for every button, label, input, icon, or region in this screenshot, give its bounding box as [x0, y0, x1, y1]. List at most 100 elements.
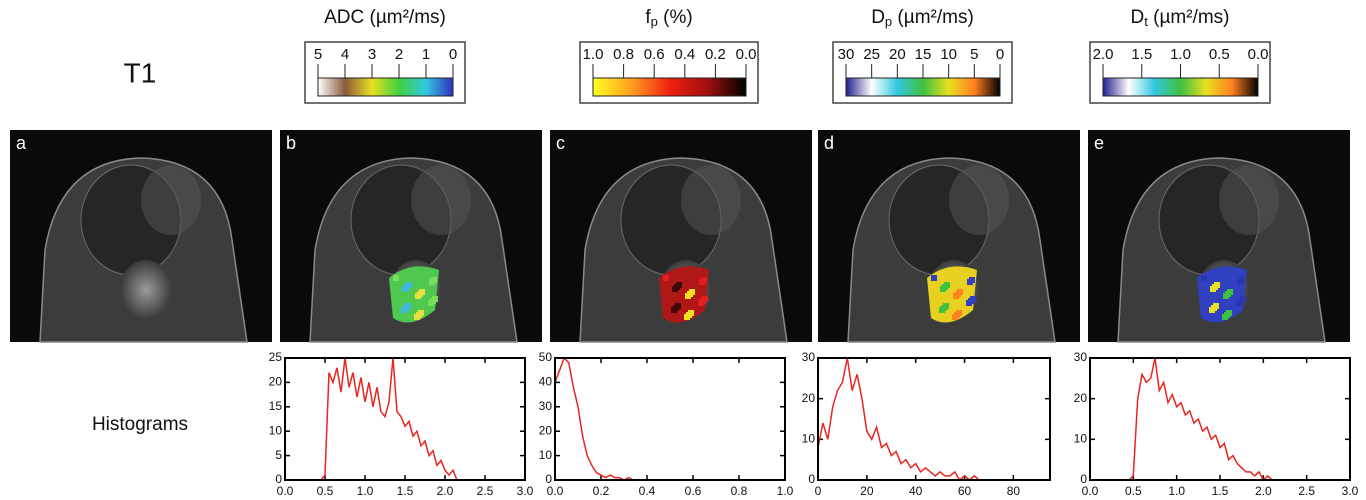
colorbar-tick-label: 1 — [422, 46, 430, 63]
x-tick-label: 0.5 — [1125, 484, 1142, 498]
colorbar-tick-label: 25 — [863, 46, 880, 63]
colorbar-tick-label: 0.8 — [613, 46, 634, 63]
y-tick-label: 30 — [539, 399, 553, 413]
x-tick-label: 0.8 — [731, 484, 748, 498]
roi-voxel — [1223, 293, 1229, 299]
panel-label: d — [824, 133, 834, 153]
x-tick-label: 0.0 — [547, 484, 564, 498]
x-tick-label: 80 — [1007, 484, 1021, 498]
roi-voxel — [402, 286, 408, 292]
histogram-label: Histograms — [92, 414, 188, 435]
tissue-detail — [681, 165, 741, 235]
title-part: D — [1131, 7, 1145, 28]
histogram-line — [817, 357, 1048, 482]
x-tick-label: 20 — [860, 484, 874, 498]
plot-frame — [817, 357, 1051, 481]
colorbar — [317, 77, 454, 97]
roi-voxel — [1237, 279, 1243, 285]
y-tick-label: 5 — [275, 448, 282, 462]
panel-label: e — [1094, 133, 1104, 153]
roi-voxel — [671, 307, 677, 313]
y-tick-label: 0 — [275, 472, 282, 486]
colorbar-tick-label: 5 — [314, 46, 322, 63]
x-tick-label: 1.5 — [397, 484, 414, 498]
roi-voxel — [414, 314, 420, 320]
x-tick-label: 2.0 — [437, 484, 454, 498]
x-tick-label: 0 — [815, 484, 822, 498]
colorbar-title: fp (%) — [645, 7, 692, 29]
roi-voxel — [685, 293, 691, 299]
y-tick-label: 50 — [539, 350, 553, 364]
roi-voxel — [393, 275, 399, 281]
colorbar-tick-label: 0.4 — [674, 46, 695, 63]
x-tick-label: 60 — [958, 484, 972, 498]
roi-voxel — [684, 314, 690, 320]
x-tick-label: 40 — [909, 484, 923, 498]
y-tick-label: 10 — [539, 448, 553, 462]
x-tick-label: 0.0 — [277, 484, 294, 498]
colorbar-tick-label: 3 — [368, 46, 376, 63]
title-part: f — [645, 7, 651, 28]
x-tick-label: 1.5 — [1212, 484, 1229, 498]
y-tick-label: 15 — [269, 399, 283, 413]
colorbar — [592, 77, 747, 97]
roi-voxel — [1236, 300, 1242, 306]
y-tick-label: 25 — [269, 350, 283, 364]
y-tick-label: 10 — [1074, 432, 1088, 446]
colorbar-tick-label: 0.5 — [1209, 46, 1230, 63]
colorbar-title: Dp (µm²/ms) — [871, 7, 974, 29]
y-tick-label: 30 — [802, 350, 816, 364]
roi-voxel — [939, 307, 945, 313]
tumor — [120, 260, 172, 320]
title-part: (µm²/ms) — [1148, 7, 1230, 28]
x-tick-label: 0.6 — [685, 484, 702, 498]
roi-voxel — [953, 293, 959, 299]
y-tick-label: 20 — [802, 391, 816, 405]
colorbar-tick-label: 0 — [996, 46, 1004, 63]
colorbar-tick-label: 0 — [449, 46, 457, 63]
colorbar-tick-label: 0.0 — [736, 46, 757, 63]
x-tick-label: 1.0 — [357, 484, 374, 498]
colorbar-tick-label: 1.5 — [1131, 46, 1152, 63]
x-tick-label: 1.0 — [1168, 484, 1185, 498]
x-tick-label: 2.5 — [477, 484, 494, 498]
x-tick-label: 0.4 — [639, 484, 656, 498]
roi-voxel — [1209, 307, 1215, 313]
histogram-line — [554, 356, 785, 481]
plot-frame — [284, 357, 526, 481]
y-tick-label: 10 — [269, 423, 283, 437]
x-tick-label: 3.0 — [517, 484, 534, 498]
roi-voxel — [1201, 275, 1207, 281]
colorbar-tick-label: 2 — [395, 46, 403, 63]
colorbar-tick-label: 1.0 — [1170, 46, 1191, 63]
roi-voxel — [698, 300, 704, 306]
y-tick-label: 30 — [1074, 350, 1088, 364]
roi-voxel — [1222, 314, 1228, 320]
roi-voxel — [428, 300, 434, 306]
title-part: p — [651, 14, 658, 29]
plot-frame — [1089, 357, 1351, 481]
x-tick-label: 0.0 — [1082, 484, 1099, 498]
panel-label: c — [556, 133, 565, 153]
colorbar-title: ADC (µm²/ms) — [324, 7, 446, 28]
y-tick-label: 10 — [802, 432, 816, 446]
title-part: (µm²/ms) — [892, 7, 974, 28]
histogram-line — [285, 357, 525, 481]
roi-voxel — [1210, 286, 1216, 292]
colorbar — [845, 77, 1001, 97]
roi-voxel — [429, 279, 435, 285]
colorbar-tick-label: 30 — [838, 46, 855, 63]
tissue-detail — [411, 165, 471, 235]
colorbar-tick-label: 4 — [341, 46, 349, 63]
y-tick-label: 20 — [269, 375, 283, 389]
y-tick-label: 40 — [539, 375, 553, 389]
plot-frame — [554, 357, 786, 481]
colorbar-tick-label: 0.2 — [705, 46, 726, 63]
y-tick-label: 0 — [1080, 472, 1087, 486]
panel-label: b — [286, 133, 296, 153]
roi-voxel — [952, 314, 958, 320]
colorbar-tick-label: 20 — [889, 46, 906, 63]
colorbar-tick-label: 5 — [970, 46, 978, 63]
x-tick-label: 3.0 — [1342, 484, 1359, 498]
